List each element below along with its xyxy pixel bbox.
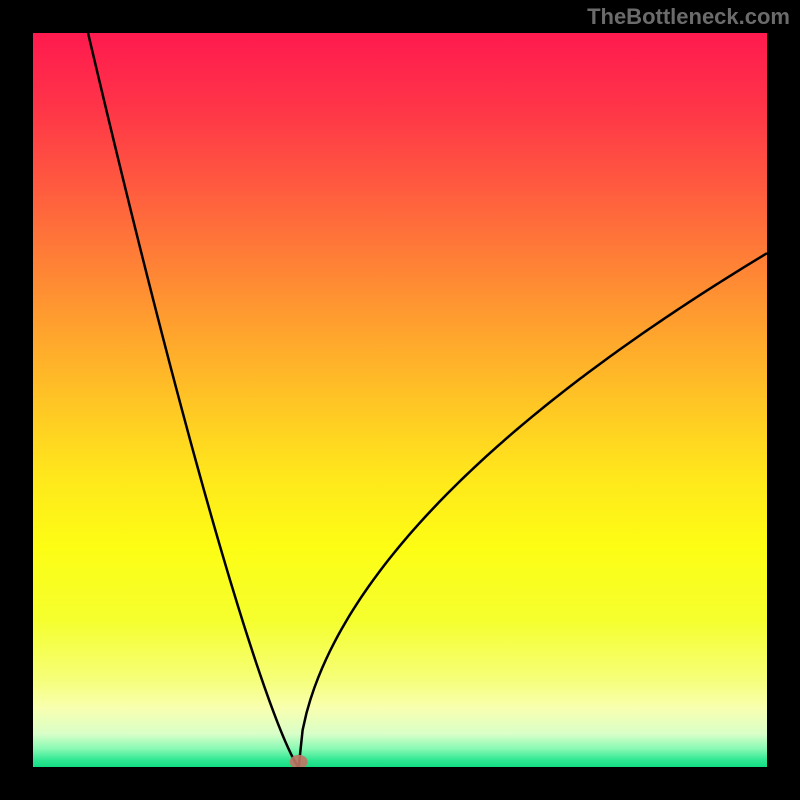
watermark-text: TheBottleneck.com [587, 4, 790, 30]
bottleneck-curve-layer [33, 33, 767, 767]
plot-area [33, 33, 767, 767]
bottleneck-curve [88, 33, 767, 767]
